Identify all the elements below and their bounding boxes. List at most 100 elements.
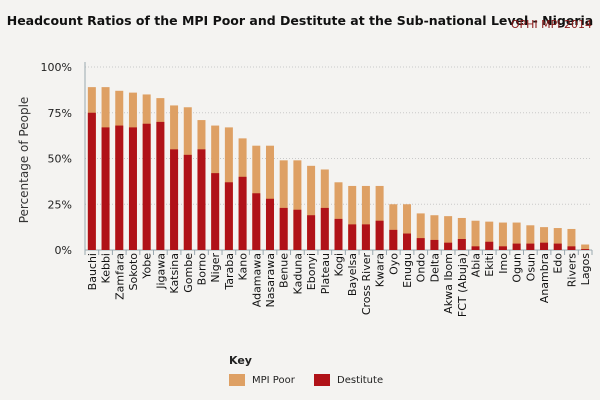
legend-item-mpi-poor: MPI Poor <box>229 374 295 386</box>
bar-mpi-poor <box>348 185 357 250</box>
bar-destitute <box>430 239 439 250</box>
bar-destitute <box>512 243 521 250</box>
x-tick-label: Delta <box>428 253 441 282</box>
bar-destitute <box>197 149 206 250</box>
bar-destitute <box>334 218 343 250</box>
bar-mpi-poor <box>512 222 521 250</box>
x-tick-label: Abia <box>470 253 483 277</box>
x-tick-label: Niger <box>209 253 222 283</box>
x-tick-label: Kwara <box>374 253 387 287</box>
bar-destitute <box>128 127 137 250</box>
bar-mpi-poor <box>403 204 412 250</box>
bar-destitute <box>361 224 370 250</box>
x-tick-label: Ebonyi <box>305 253 318 290</box>
bar-destitute <box>416 238 425 250</box>
bar-destitute <box>498 246 507 250</box>
bar-destitute <box>115 125 124 250</box>
x-tick-label: Zamfara <box>113 253 126 300</box>
bar-mpi-poor <box>430 215 439 250</box>
bar-destitute <box>348 224 357 250</box>
bar-destitute <box>375 220 384 250</box>
y-tick-label: 75% <box>48 107 72 120</box>
bar-mpi-poor <box>265 145 274 250</box>
x-tick-label: Kano <box>237 253 250 281</box>
bar-destitute <box>252 193 261 250</box>
bar-destitute <box>211 173 220 250</box>
x-tick-label: Bauchi <box>86 253 99 290</box>
bar-mpi-poor <box>389 204 398 250</box>
bar-destitute <box>553 243 562 250</box>
chart-title: Headcount Ratios of the MPI Poor and Des… <box>6 13 594 28</box>
bar-mpi-poor <box>526 225 535 250</box>
legend-swatch-mpi-poor <box>229 374 245 386</box>
source-label: OPHI MPI 2014 <box>510 18 592 31</box>
bar-mpi-poor <box>416 213 425 250</box>
bar-destitute <box>238 176 247 250</box>
bar-mpi-poor <box>361 185 370 250</box>
bar-mpi-poor <box>457 217 466 250</box>
x-tick-label: FCT (Abuja) <box>456 253 469 317</box>
x-tick-label: Nasarawa <box>264 253 277 307</box>
y-tick-label: 0% <box>55 244 72 257</box>
bar-destitute <box>485 241 494 250</box>
bar-destitute <box>183 154 192 250</box>
bar-destitute <box>320 207 329 250</box>
bar-destitute <box>307 215 316 250</box>
bar-destitute <box>265 198 274 250</box>
x-tick-label: Bayelsa <box>346 253 359 296</box>
bar-destitute <box>581 249 590 250</box>
bar-destitute <box>403 233 412 250</box>
y-tick-label: 100% <box>41 61 72 74</box>
x-tick-label: Imo <box>497 253 510 274</box>
x-tick-label: Ondo <box>415 253 428 283</box>
bar-destitute <box>293 209 302 250</box>
x-tick-label: Lagos <box>579 253 592 286</box>
legend-swatch-destitute <box>314 374 330 386</box>
legend-title: Key <box>229 354 252 367</box>
x-tick-label: Ogun <box>511 253 524 283</box>
x-tick-label: Kebbi <box>100 253 113 283</box>
x-tick-label: Borno <box>195 253 208 286</box>
x-tick-label: Akwa Ibom <box>442 253 455 314</box>
bar-destitute <box>224 182 233 250</box>
bar-mpi-poor <box>375 185 384 250</box>
x-tick-label: Oyo <box>387 253 400 275</box>
bar-destitute <box>170 149 179 250</box>
bar-mpi-poor <box>293 160 302 250</box>
x-tick-label: Yobe <box>141 253 154 280</box>
bar-mpi-poor <box>581 244 590 250</box>
x-tick-label: Jigawa <box>154 253 167 290</box>
legend-label-mpi-poor: MPI Poor <box>252 374 295 386</box>
bar-mpi-poor <box>498 222 507 250</box>
legend-label-destitute: Destitute <box>337 374 384 386</box>
bar-destitute <box>526 243 535 250</box>
bar-destitute <box>156 121 165 251</box>
legend-item-destitute: Destitute <box>314 374 383 386</box>
y-tick-label: 25% <box>48 198 72 211</box>
bar-mpi-poor <box>553 228 562 250</box>
bar-destitute <box>444 242 453 250</box>
x-tick-label: Plateau <box>319 253 332 294</box>
y-tick-label: 50% <box>48 153 72 166</box>
x-tick-label: Sokoto <box>127 253 140 291</box>
x-tick-label: Adamawa <box>250 253 263 307</box>
y-axis-label: Percentage of People <box>17 97 31 224</box>
x-tick-label: Kaduna <box>291 253 304 294</box>
bar-destitute <box>471 246 480 250</box>
bar-mpi-poor <box>485 221 494 250</box>
bar-destitute <box>567 246 576 250</box>
x-tick-label: Edo <box>552 253 565 274</box>
bar-mpi-poor <box>471 220 480 250</box>
x-tick-label: Anambra <box>538 253 551 303</box>
x-tick-label: Kogi <box>333 253 346 276</box>
bar-mpi-poor <box>279 160 288 250</box>
x-tick-label: Benue <box>278 253 291 288</box>
bar-destitute <box>142 123 151 250</box>
bar-destitute <box>279 207 288 250</box>
bar-mpi-poor <box>334 182 343 250</box>
bar-destitute <box>457 239 466 250</box>
x-tick-label: Taraba <box>223 253 236 291</box>
x-tick-label: Enugu <box>401 253 414 288</box>
bar-destitute <box>389 229 398 250</box>
